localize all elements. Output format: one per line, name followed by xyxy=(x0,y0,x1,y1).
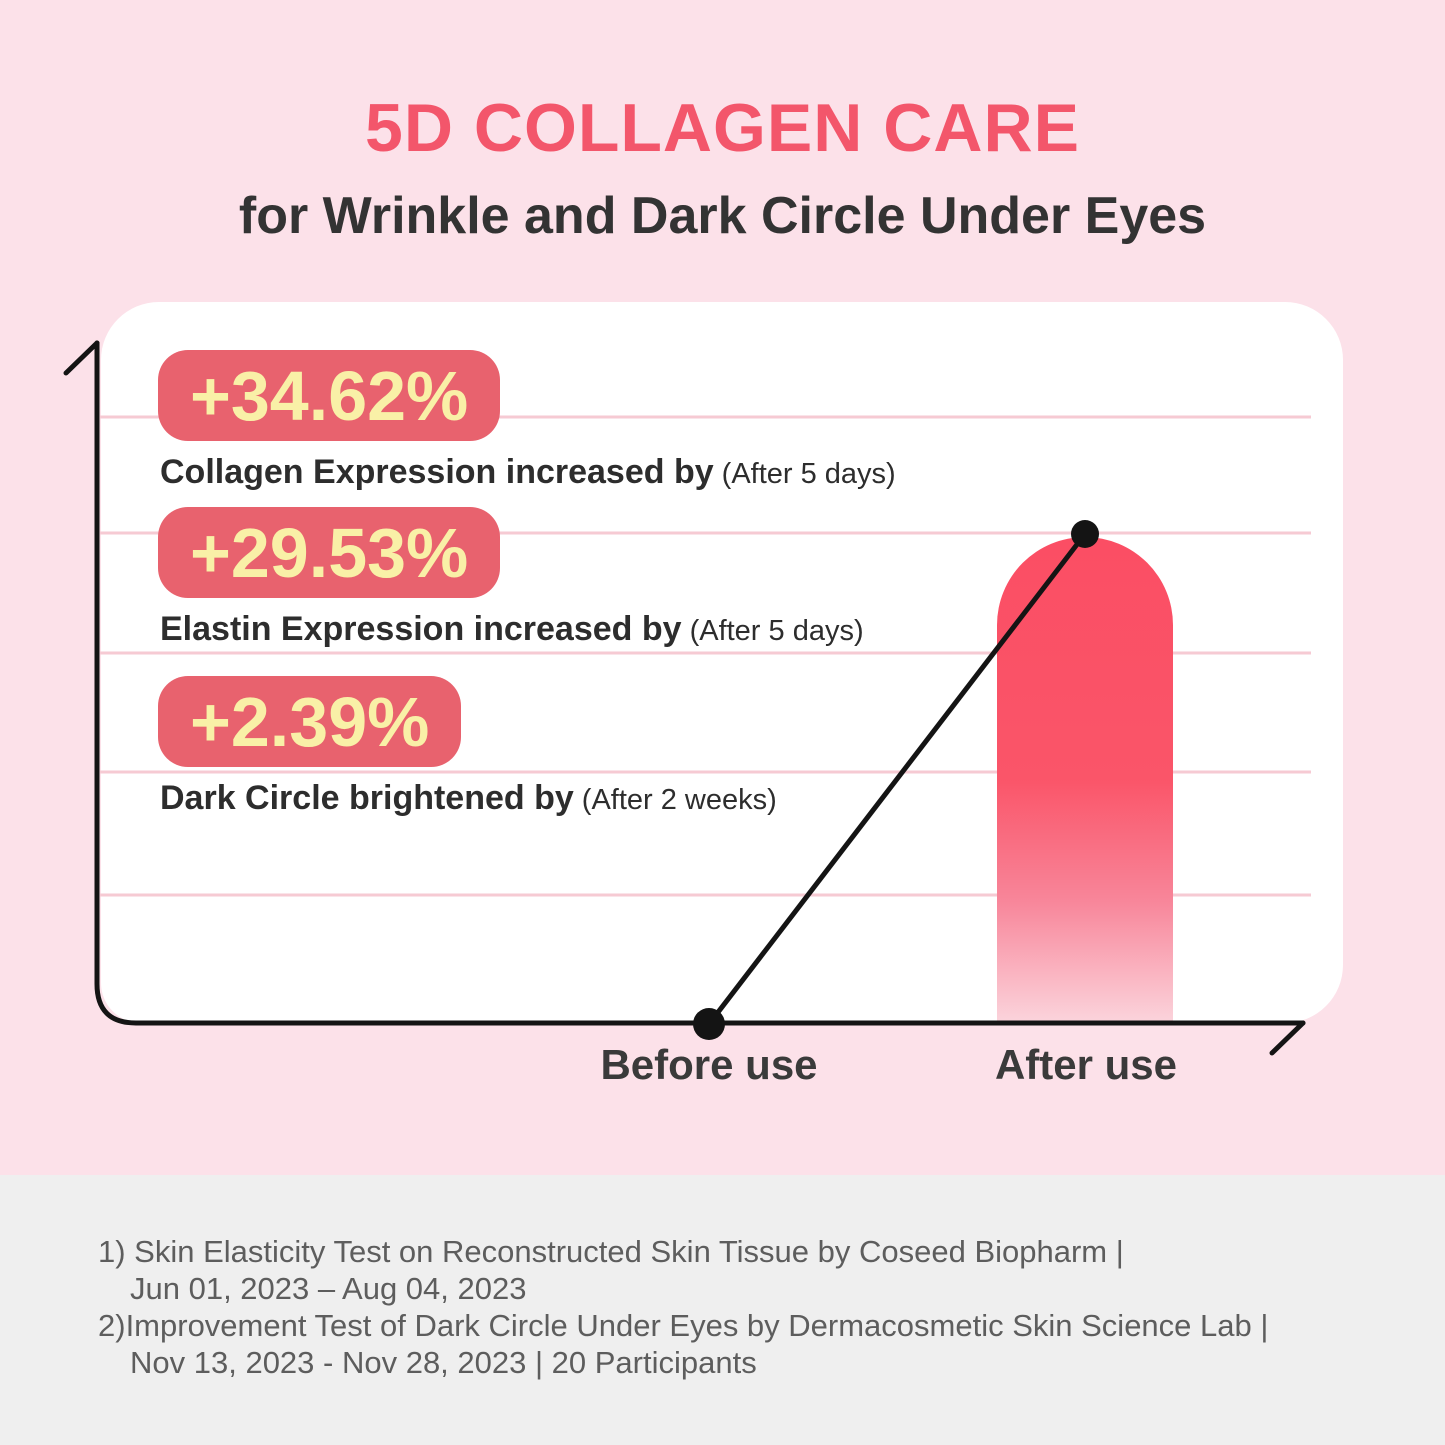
page-subtitle: for Wrinkle and Dark Circle Under Eyes xyxy=(238,187,1207,245)
y-axis-arrow-icon xyxy=(63,340,100,376)
dark-circle-stat-badge: +2.39% xyxy=(158,676,462,767)
footnote-1: 1) Skin Elasticity Test on Reconstructed… xyxy=(98,1234,1124,1269)
collagen-stat-note: (After 5 days) xyxy=(721,458,896,490)
collagen-stat-label: Collagen Expression increased by (After 5… xyxy=(160,455,896,489)
axis-line xyxy=(94,340,1306,1026)
collagen-stat-label-text: Collagen Expression increased by xyxy=(160,453,714,491)
footnote-2-dates: Nov 13, 2023 - Nov 28, 2023 | 20 Partici… xyxy=(130,1345,757,1380)
after-use-bar xyxy=(997,537,1173,1023)
dark-circle-stat-label: Dark Circle brightened by (After 2 weeks) xyxy=(160,781,777,815)
footnote-1-dates: Jun 01, 2023 – Aug 04, 2023 xyxy=(130,1271,527,1306)
collagen-stat-badge: +34.62% xyxy=(158,350,501,441)
x-axis-arrow-icon xyxy=(1269,1020,1306,1056)
elastin-stat-label: Elastin Expression increased by (After 5 … xyxy=(160,612,864,646)
footnote-section: 1) Skin Elasticity Test on Reconstructed… xyxy=(0,1175,1445,1445)
footnote-2: 2)Improvement Test of Dark Circle Under … xyxy=(98,1308,1269,1343)
dark-circle-stat-label-text: Dark Circle brightened by xyxy=(160,779,574,817)
elastin-stat-badge: +29.53% xyxy=(158,507,501,598)
x-label-before-use: Before use xyxy=(600,1041,818,1088)
axis xyxy=(63,340,1306,1056)
elastin-stat-note: (After 5 days) xyxy=(689,615,864,647)
before-use-point xyxy=(693,1008,725,1040)
page-title: 5D COLLAGEN CARE xyxy=(365,90,1080,166)
footnotes: 1) Skin Elasticity Test on Reconstructed… xyxy=(98,1233,1268,1381)
trend-line xyxy=(707,532,1087,1026)
dark-circle-stat-note: (After 2 weeks) xyxy=(581,784,777,816)
elastin-stat-label-text: Elastin Expression increased by xyxy=(160,610,682,648)
x-label-after-use: After use xyxy=(994,1041,1178,1088)
after-use-point xyxy=(1071,520,1099,548)
